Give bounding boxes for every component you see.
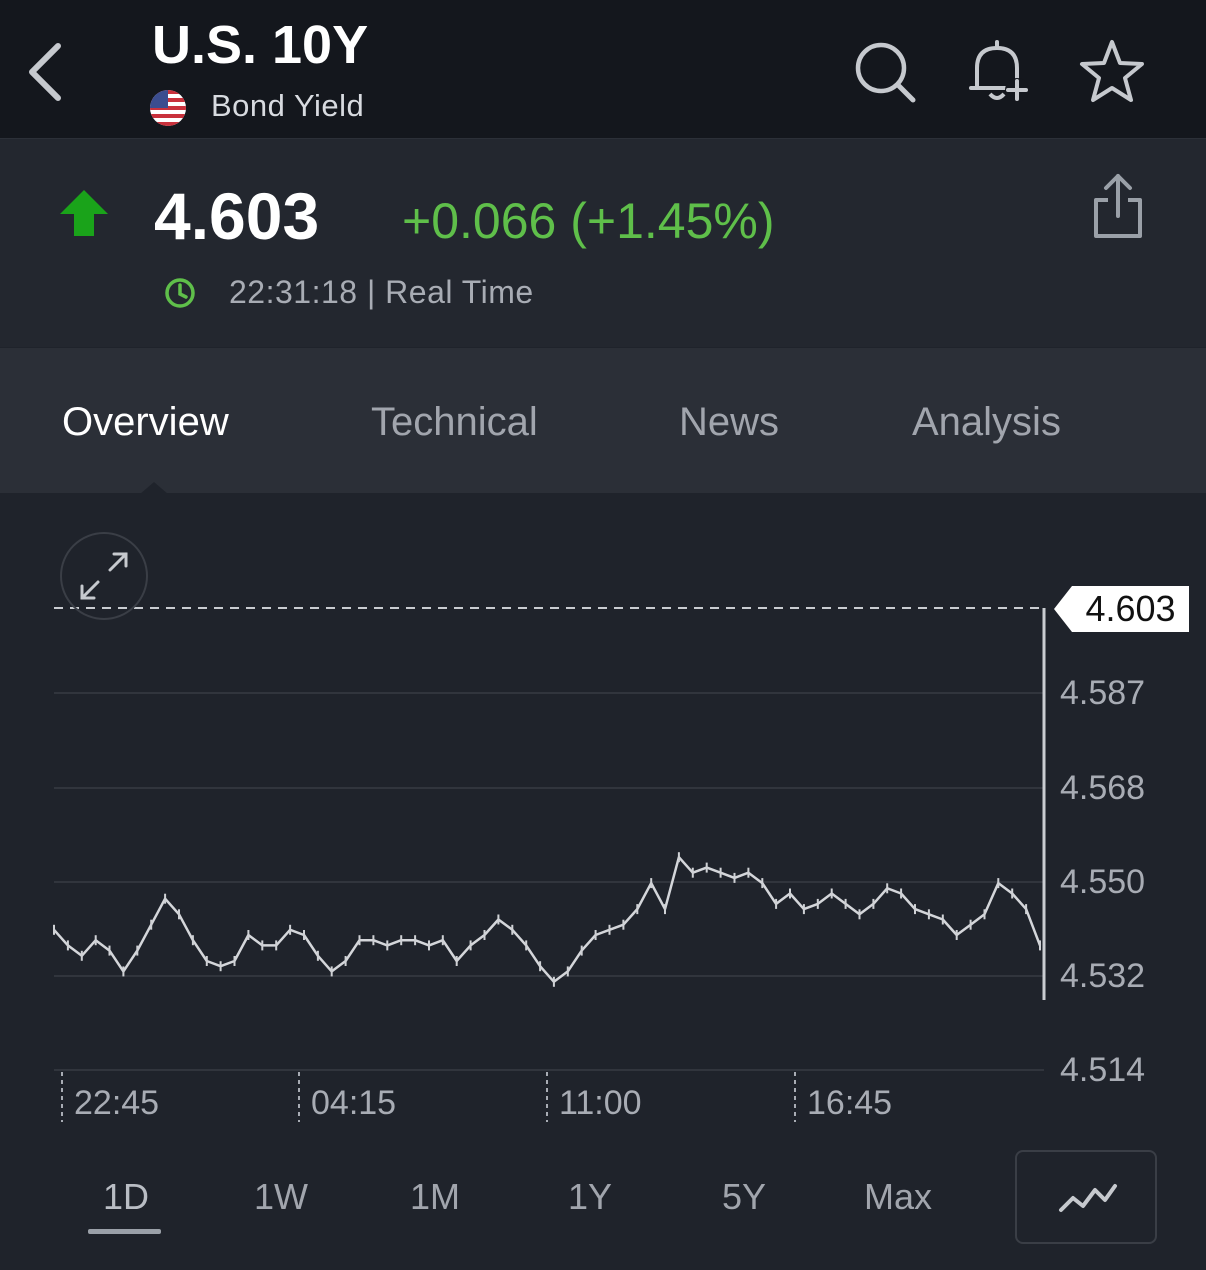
- range-max[interactable]: Max: [864, 1176, 933, 1217]
- range-5y[interactable]: 5Y: [722, 1176, 767, 1217]
- clock-icon: [163, 276, 197, 310]
- instrument-title: U.S. 10Y: [152, 15, 369, 75]
- y-axis-label: 4.550: [1060, 863, 1146, 901]
- series-line: [53, 855, 1042, 984]
- watchlist-star-button[interactable]: [1078, 38, 1146, 106]
- tab-analysis[interactable]: Analysis: [912, 400, 1061, 444]
- x-axis-label: 11:00: [559, 1084, 642, 1122]
- expand-chart-button[interactable]: [60, 532, 148, 620]
- us-flag-icon: [150, 90, 186, 126]
- active-tab-indicator: [140, 482, 168, 494]
- y-axis-label: 4.568: [1060, 769, 1146, 807]
- grid-lines: [54, 692, 1044, 1071]
- add-alert-button[interactable]: [963, 38, 1031, 106]
- search-button[interactable]: [851, 38, 919, 106]
- back-button[interactable]: [22, 40, 72, 104]
- star-icon: [1080, 40, 1144, 102]
- price-change: +0.066 (+1.45%): [402, 193, 775, 249]
- chart-type-button[interactable]: [1015, 1150, 1157, 1244]
- y-axis-label: 4.587: [1060, 674, 1146, 712]
- range-1d[interactable]: 1D: [103, 1176, 150, 1217]
- active-range-indicator: [88, 1229, 161, 1234]
- bell-plus-icon: [969, 40, 1029, 102]
- tab-bar: [0, 348, 1206, 493]
- range-1y[interactable]: 1Y: [568, 1176, 613, 1217]
- y-axis-label: 4.532: [1060, 957, 1146, 995]
- last-price-tag: 4.603: [1072, 586, 1189, 632]
- x-axis-label: 04:15: [311, 1084, 397, 1122]
- share-button[interactable]: [1090, 172, 1146, 240]
- range-1m[interactable]: 1M: [410, 1176, 461, 1217]
- tab-technical[interactable]: Technical: [371, 400, 538, 444]
- last-price: 4.603: [154, 179, 320, 253]
- line-chart-icon: [1059, 1184, 1117, 1212]
- range-1w[interactable]: 1W: [254, 1176, 308, 1217]
- quote-panel: [0, 139, 1206, 347]
- back-chevron-icon: [29, 43, 61, 101]
- x-axis-label: 22:45: [74, 1084, 160, 1122]
- top-bar: [0, 0, 1206, 139]
- search-icon: [855, 42, 916, 103]
- tab-overview[interactable]: Overview: [62, 400, 229, 444]
- y-axis-label: 4.514: [1060, 1051, 1146, 1089]
- instrument-subtitle: Bond Yield: [211, 88, 365, 123]
- price-series: [53, 852, 1042, 987]
- price-tag-pointer: [1054, 586, 1072, 632]
- up-arrow-icon: [58, 188, 110, 238]
- share-icon: [1094, 174, 1142, 238]
- quote-timestamp: 22:31:18 | Real Time: [229, 274, 534, 310]
- price-chart: [53, 607, 1046, 1122]
- expand-arrows-icon: [80, 552, 128, 600]
- x-axis-label: 16:45: [807, 1084, 893, 1122]
- tab-news[interactable]: News: [679, 400, 780, 444]
